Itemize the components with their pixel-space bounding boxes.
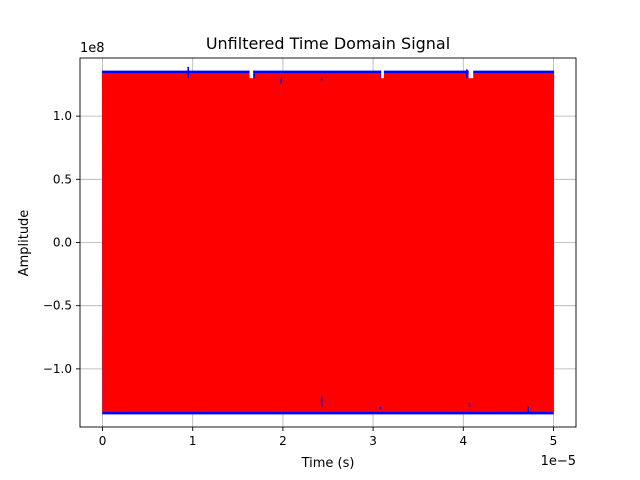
plot-area: 0 1 2 3 4 5 −1.0 −0.5 0.0 0.5 1.0 — [43, 57, 577, 448]
y-tick-label: −1.0 — [43, 362, 72, 376]
x-tick-label: 0 — [99, 434, 107, 448]
x-tick-label: 5 — [550, 434, 558, 448]
signal-gap-top — [468, 59, 474, 79]
signal-series-red — [101, 73, 555, 412]
y-tick-label: 0.0 — [53, 236, 72, 250]
x-tick-label: 3 — [369, 434, 377, 448]
chart-title: Unfiltered Time Domain Signal — [206, 34, 450, 53]
x-axis-label: Time (s) — [301, 456, 355, 471]
y-tick-label: −0.5 — [43, 299, 72, 313]
signal-gap-top — [249, 59, 254, 79]
x-axis-offset-label: 1e−5 — [541, 454, 576, 469]
y-tick-label: 1.0 — [53, 109, 72, 123]
y-tick-label: 0.5 — [53, 172, 72, 186]
signal-group — [101, 59, 555, 415]
x-tick-label: 2 — [279, 434, 287, 448]
y-axis-offset-label: 1e8 — [80, 41, 105, 56]
y-axis-label: Amplitude — [17, 210, 32, 277]
x-tick-label: 4 — [459, 434, 467, 448]
x-tick-label: 1 — [189, 434, 197, 448]
signal-gap-top — [381, 59, 384, 79]
